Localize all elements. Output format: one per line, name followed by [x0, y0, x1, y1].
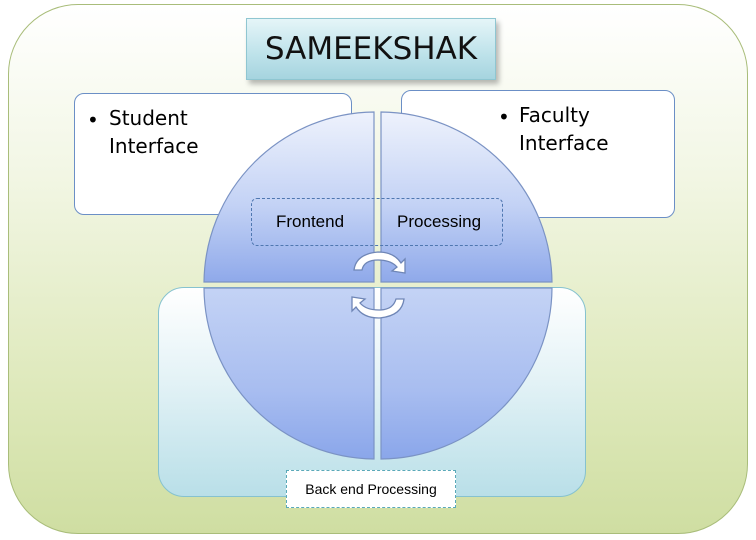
quadrant-top-left [203, 111, 375, 283]
quadrant-bottom-left [203, 287, 375, 460]
bullet-icon: • [87, 108, 99, 132]
bullet-icon: • [498, 105, 510, 129]
quadrant-bottom-right [380, 287, 553, 460]
faculty-interface-label: Faculty Interface [519, 103, 609, 155]
frontend-processing-box [251, 198, 503, 246]
quadrant-top-right [380, 111, 553, 283]
processing-label: Processing [397, 212, 482, 231]
student-interface-label: Student Interface [109, 106, 199, 158]
frontend-label: Frontend [276, 212, 345, 231]
cycle-arrow-icon [351, 296, 405, 319]
page-title: SAMEEKSHAK [246, 18, 496, 80]
cycle-arrow-icon [353, 251, 406, 274]
backend-processing-label: Back end Processing [286, 470, 456, 508]
